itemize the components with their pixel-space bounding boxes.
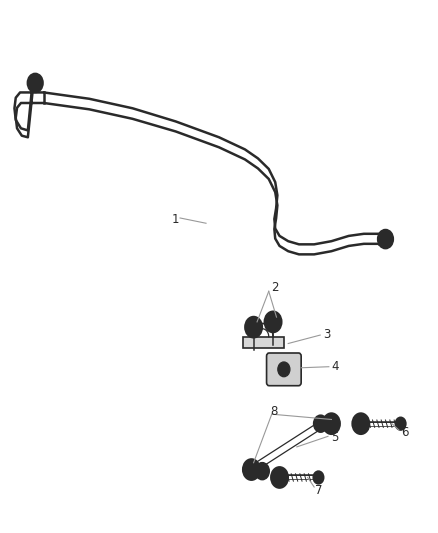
Circle shape [378, 230, 393, 248]
Circle shape [245, 317, 262, 338]
Text: 4: 4 [332, 360, 339, 373]
Circle shape [352, 413, 370, 434]
Circle shape [313, 471, 324, 484]
Circle shape [317, 419, 325, 429]
Circle shape [396, 417, 406, 430]
Circle shape [246, 463, 257, 476]
Circle shape [258, 466, 266, 476]
Text: 5: 5 [332, 431, 339, 445]
Text: 8: 8 [270, 405, 277, 418]
Circle shape [329, 421, 334, 426]
Circle shape [357, 418, 365, 429]
Circle shape [323, 413, 340, 434]
Text: 7: 7 [315, 484, 322, 497]
Circle shape [271, 467, 288, 488]
Circle shape [243, 459, 260, 480]
Circle shape [271, 320, 275, 324]
Text: 3: 3 [323, 327, 330, 341]
Circle shape [278, 362, 290, 377]
Circle shape [249, 321, 258, 333]
Circle shape [249, 467, 254, 472]
Circle shape [314, 415, 328, 432]
Text: 6: 6 [401, 426, 408, 439]
Text: 1: 1 [171, 213, 179, 225]
FancyBboxPatch shape [267, 353, 301, 386]
Text: 2: 2 [271, 281, 279, 294]
FancyBboxPatch shape [243, 337, 284, 348]
Circle shape [326, 417, 337, 430]
Circle shape [28, 74, 43, 92]
Circle shape [32, 79, 39, 87]
Circle shape [252, 325, 255, 329]
Circle shape [382, 235, 389, 243]
Circle shape [265, 311, 282, 333]
Circle shape [275, 472, 284, 483]
Circle shape [255, 463, 269, 480]
Circle shape [268, 316, 278, 328]
